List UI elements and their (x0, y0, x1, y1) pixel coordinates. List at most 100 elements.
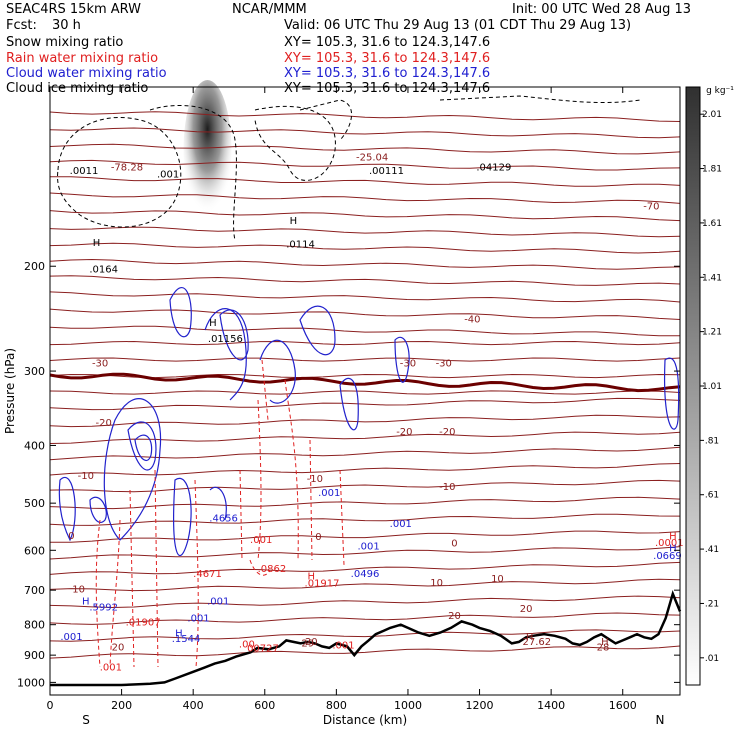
temperature-contour-line (49, 111, 681, 122)
temperature-contour-label: -10 (307, 474, 323, 485)
rain-water-contour (339, 469, 345, 566)
annotation-label: .0114 (286, 239, 315, 250)
temperature-contour-line (49, 357, 681, 362)
temperature-contour-label: 10 (491, 574, 504, 585)
y-tick-label: 400 (24, 439, 45, 452)
cloud-water-contour (209, 486, 227, 521)
annotation-label: H (601, 637, 609, 648)
temperature-contour-line (49, 143, 681, 155)
annotation-label: .001 (332, 641, 354, 652)
colorbar-unit: g kg⁻¹ (706, 86, 734, 96)
valid-time: Valid: 06 UTC Thu 29 Aug 13 (01 CDT Thu … (284, 18, 632, 33)
annotation-label: .00111 (369, 166, 404, 177)
cloud-ice-field-label: Cloud ice mixing ratio (6, 81, 149, 96)
y-tick-label: 500 (24, 497, 45, 510)
temperature-contour-line (49, 242, 681, 254)
x-tick-label: 1400 (537, 699, 565, 712)
x-tick-label: 200 (111, 699, 132, 712)
annotation-label: H (175, 629, 183, 640)
y-tick-label: 700 (24, 584, 45, 597)
temperature-contour-label: 0 (68, 531, 74, 542)
y-tick-label: 300 (24, 365, 45, 378)
cloud-water-contour (259, 339, 296, 404)
temperature-contour-line (49, 291, 681, 303)
annotation-label: H (669, 544, 677, 555)
temperature-contour-label: 0 (451, 538, 457, 549)
temperature-contour-label: 20 (520, 604, 533, 615)
annotation-label: .0862 (258, 564, 287, 575)
annotation-label: .4656 (209, 514, 238, 525)
snow-max-shading (183, 80, 232, 220)
annotation-label: .04129 (476, 162, 511, 173)
x-axis: 0 200 400 600 800 1000 1200 1400 1600 (47, 87, 637, 712)
terrain (50, 590, 682, 687)
y-tick-label: 1000 (17, 676, 45, 689)
annotation-label: .00 (239, 640, 255, 651)
rain-field-label: Rain water mixing ratio (6, 51, 159, 66)
temperature-contour-label: -20 (396, 427, 412, 438)
temperature-contour-label: -30 (436, 358, 452, 369)
temperature-contour-line (49, 431, 681, 444)
temperature-contour-line (49, 340, 681, 346)
cloud-water-contour (394, 336, 410, 383)
temperature-contour-line (49, 414, 681, 428)
x-tick-label: 0 (47, 699, 54, 712)
x-end-label-north: N (656, 713, 665, 727)
temperature-contour-line (49, 127, 681, 139)
temperature-contour-line (49, 578, 681, 592)
annotation-label: H (82, 597, 90, 608)
annotation-label: H (308, 572, 316, 583)
snow-field-xy: XY= 105.3, 31.6 to 124.3,147.6 (284, 35, 491, 50)
temperature-contour-label: 20 (112, 642, 125, 653)
temperature-contour-label: -20 (439, 427, 455, 438)
rain-water-contour (109, 519, 121, 668)
colorbar-label: 2.01 (702, 110, 722, 120)
x-tick-label: 600 (254, 699, 275, 712)
model-title: SEAC4RS 15km ARW (6, 2, 142, 17)
cloud-water-contour (134, 434, 153, 461)
cloud-water-contour (219, 309, 249, 361)
temperature-contour-line (49, 612, 681, 625)
org-label: NCAR/MMM (232, 2, 307, 17)
annotation-label: -78.28 (111, 162, 143, 173)
annotation-label: .001 (187, 613, 209, 624)
temperature-contour-label: 10 (72, 584, 85, 595)
temperature-contour-line (49, 275, 681, 286)
annotation-label: 28 (597, 643, 610, 654)
temperature-contour-line (49, 513, 681, 526)
x-tick-label: 1200 (466, 699, 494, 712)
rain-water-contour (129, 489, 135, 668)
rain-water-contour (257, 399, 262, 561)
temperature-contour-label: 20 (448, 611, 461, 622)
temperature-contour-line (49, 595, 681, 609)
cloud-water-contour (299, 305, 336, 356)
temperature-contour-label: -30 (92, 358, 108, 369)
annotation-label: 00727 (247, 644, 279, 655)
cloud-water-contour (127, 421, 157, 471)
annotation-label: .01917 (305, 578, 340, 589)
annotation-label: .001 (60, 632, 82, 643)
annotation-label: 27.62 (522, 637, 551, 648)
rain-water-contour (194, 479, 199, 668)
temperature-contour-line (49, 390, 681, 395)
temperature-contour-line (50, 530, 681, 543)
cloud-ice-contour (149, 104, 237, 241)
annotations: -78.28 .0011 .001 -25.04 .00111 .04129 H .0164 H… (60, 153, 683, 674)
y-axis-label: Pressure (hPa) (3, 348, 17, 434)
annotation-label: .5992 (89, 603, 118, 614)
temperature-contour-line (49, 645, 681, 659)
x-tick-label: 800 (326, 699, 347, 712)
temperature-contour-label: 0 (315, 532, 321, 543)
colorbar-label: 1.61 (702, 219, 722, 229)
colorbar-label: .81 (705, 436, 719, 446)
cloud-water-contour (339, 377, 359, 431)
temperature-contour-line (49, 496, 681, 510)
colorbar-label: 1.41 (702, 273, 722, 283)
temperature-contour-line (49, 463, 681, 476)
colorbar-label: 1.81 (702, 165, 722, 175)
rain-field-xy: XY= 105.3, 31.6 to 124.3,147.6 (284, 51, 491, 66)
cloud-water-contour (58, 476, 76, 542)
x-tick-label: 1000 (394, 699, 422, 712)
temperature-contour-line (49, 479, 681, 493)
